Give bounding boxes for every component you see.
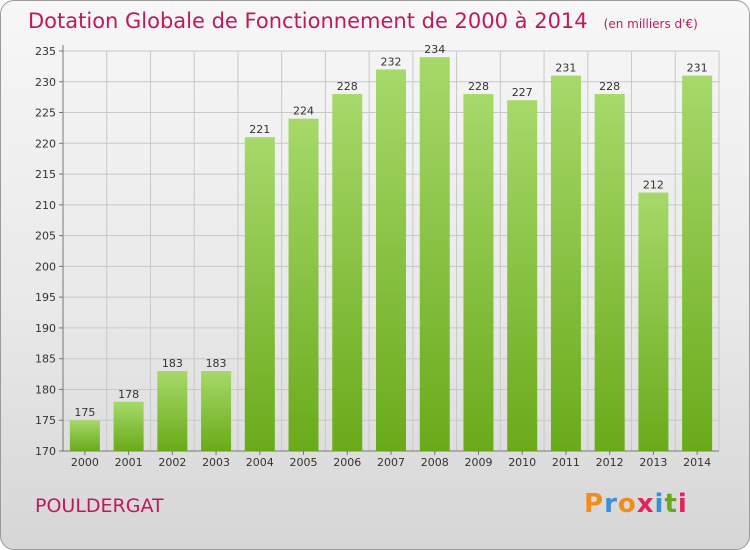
value-labels: 175 178 183 183 221 224 228 232 234 228 227 231 228 2… — [74, 43, 707, 419]
y-tick-label: 170 — [35, 445, 56, 458]
commune-name: POULDERGAT — [35, 495, 164, 517]
x-tick-label: 2014 — [683, 456, 711, 469]
value-label: 231 — [555, 62, 576, 75]
y-tick-label: 220 — [35, 137, 56, 150]
y-tick-label: 200 — [35, 260, 56, 273]
value-label: 232 — [381, 55, 402, 68]
bar — [376, 69, 406, 451]
chart-title-block: Dotation Globale de Fonctionnement de 20… — [28, 9, 698, 33]
x-tick-label: 2010 — [508, 456, 536, 469]
logo-letter: o — [617, 489, 637, 519]
logo-letter: x — [636, 489, 655, 519]
value-label: 221 — [249, 123, 270, 136]
y-tick-label: 210 — [35, 199, 56, 212]
y-tick-label: 225 — [35, 107, 56, 120]
value-label: 212 — [643, 179, 664, 192]
value-label: 231 — [687, 62, 708, 75]
bar — [682, 75, 713, 451]
x-tick-label: 2006 — [333, 456, 361, 469]
y-tick-label: 175 — [35, 414, 56, 427]
x-tick-label: 2004 — [246, 456, 274, 469]
bar — [507, 100, 538, 451]
bar — [638, 192, 669, 452]
x-tick-label: 2011 — [552, 456, 580, 469]
proxiti-logo: Proxiti — [584, 489, 688, 519]
bar — [594, 94, 625, 452]
y-tick-labels: 170 175 180 185 190 195 200 205 210 215 220 225 230 2… — [35, 45, 56, 458]
y-tick-label: 195 — [35, 291, 56, 304]
x-tick-label: 2008 — [421, 456, 449, 469]
value-label: 227 — [512, 86, 533, 99]
logo-letter: t — [664, 489, 678, 519]
x-tick-labels: 2000 2001 2002 2003 2004 2005 2006 2007 2008 2009… — [71, 456, 711, 469]
x-tick-label: 2009 — [464, 456, 492, 469]
x-tick-label: 2005 — [290, 456, 318, 469]
y-tick-label: 205 — [35, 230, 56, 243]
value-label: 234 — [424, 43, 445, 56]
value-label: 228 — [337, 80, 358, 93]
x-tick-label: 2000 — [71, 456, 99, 469]
bar — [332, 94, 363, 452]
y-tick-label: 190 — [35, 322, 56, 335]
logo-letter: P — [584, 489, 605, 519]
x-tick-label: 2003 — [202, 456, 230, 469]
value-label: 183 — [162, 357, 183, 370]
bar — [69, 420, 100, 451]
x-tick-label: 2007 — [377, 456, 405, 469]
value-label: 175 — [74, 406, 95, 419]
value-label: 178 — [118, 388, 139, 401]
bar — [157, 371, 188, 451]
chart-unit: (en milliers d'€) — [603, 17, 698, 31]
bar — [113, 401, 144, 451]
value-label: 183 — [206, 357, 227, 370]
x-tick-label: 2012 — [596, 456, 624, 469]
bar — [201, 371, 232, 451]
y-tick-label: 185 — [35, 353, 56, 366]
bar — [463, 94, 494, 452]
bar — [419, 57, 450, 452]
value-label: 228 — [468, 80, 489, 93]
bar — [244, 137, 275, 451]
y-tick-label: 215 — [35, 168, 56, 181]
x-tick-label: 2001 — [115, 456, 143, 469]
chart-title: Dotation Globale de Fonctionnement de 20… — [28, 9, 588, 33]
value-label: 228 — [599, 80, 620, 93]
value-label: 224 — [293, 105, 314, 118]
logo-letter: i — [654, 489, 665, 519]
bar — [288, 118, 319, 451]
y-tick-label: 230 — [35, 76, 56, 89]
bars — [69, 57, 713, 452]
bar — [550, 75, 581, 451]
y-tick-label: 180 — [35, 383, 56, 396]
x-tick-label: 2013 — [639, 456, 667, 469]
y-tick-label: 235 — [35, 45, 56, 58]
x-tick-label: 2002 — [158, 456, 186, 469]
logo-letter: r — [604, 489, 618, 519]
logo-letter: i — [677, 489, 688, 519]
